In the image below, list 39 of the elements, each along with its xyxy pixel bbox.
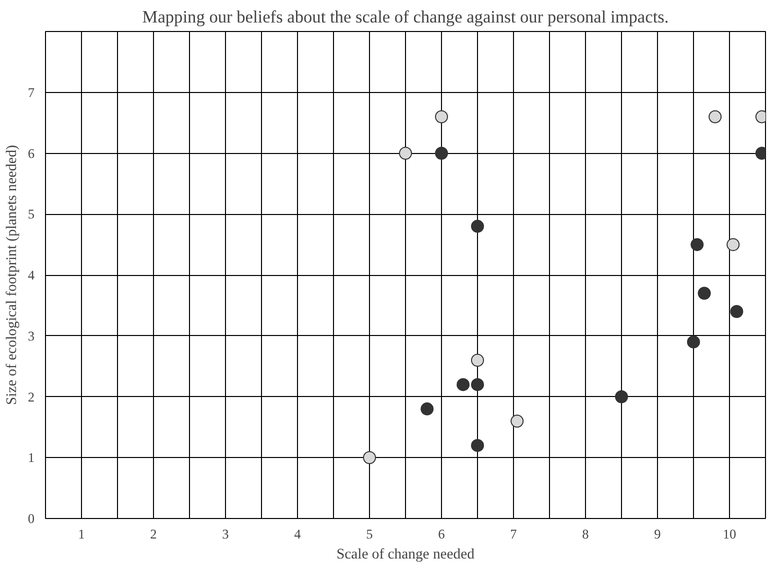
y-axis-title: Size of ecological footprint (planets needed) [4, 144, 20, 406]
x-axis-title: Scale of change needed [336, 546, 476, 562]
point [730, 305, 744, 318]
point [615, 390, 628, 404]
x-tick-label: 1 [78, 526, 85, 542]
point [510, 414, 524, 428]
y-tick-label: 3 [28, 328, 35, 344]
x-tick-label: 2 [150, 526, 157, 542]
x-tick-label: 3 [222, 526, 230, 542]
point [456, 378, 470, 392]
point [471, 438, 484, 452]
point [698, 286, 711, 300]
x-tick-label: 7 [510, 526, 518, 542]
x-tick-label: 5 [366, 526, 374, 542]
x-tick-label: 6 [438, 526, 446, 542]
point [471, 220, 484, 233]
y-tick-label: 5 [28, 206, 35, 222]
point [687, 335, 700, 348]
x-tick-label: 10 [722, 526, 736, 542]
chart-title: Mapping our beliefs about the scale of change against our personal impacts. [142, 8, 669, 26]
y-tick-label: 6 [28, 146, 35, 161]
point [708, 110, 722, 124]
x-tick-label: 4 [294, 526, 302, 542]
y-tick-label: 7 [28, 84, 35, 100]
point [420, 402, 434, 416]
point [471, 378, 484, 392]
point [690, 238, 704, 252]
point [471, 354, 484, 367]
x-tick-label: 8 [582, 526, 590, 542]
y-tick-label: 1 [28, 450, 35, 466]
y-tick-label: 2 [28, 389, 35, 404]
y-tick-label: 0 [28, 511, 35, 526]
y-tick-label: 4 [28, 268, 35, 282]
point [435, 146, 448, 160]
point [363, 451, 376, 464]
point [435, 110, 448, 124]
point [399, 146, 412, 160]
x-tick-label: 9 [654, 526, 662, 542]
point [726, 238, 740, 252]
